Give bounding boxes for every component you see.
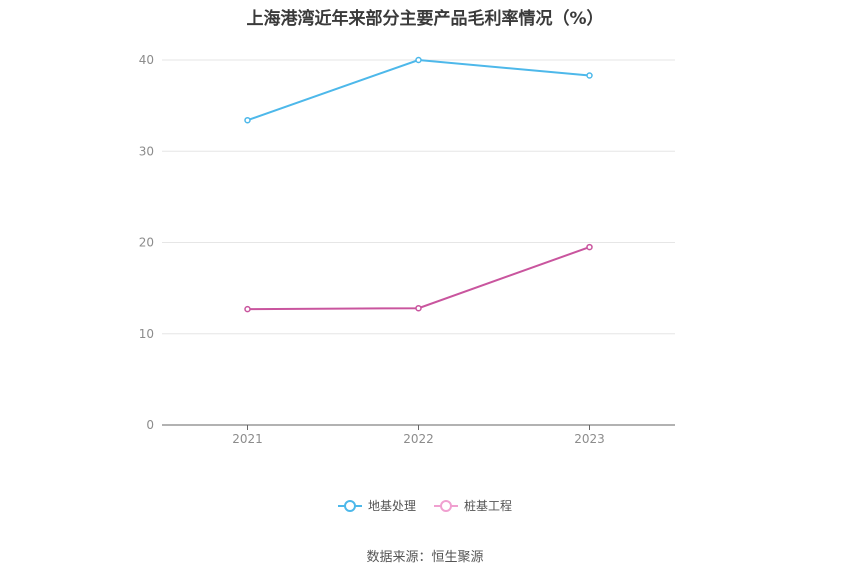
data-point bbox=[586, 243, 593, 251]
data-point bbox=[415, 304, 422, 312]
legend-label-series-1: 地基处理 bbox=[367, 499, 416, 513]
legend-item-series-1[interactable]: 地基处理 bbox=[337, 497, 416, 514]
y-tick-label: 20 bbox=[139, 236, 154, 250]
legend-marker-series-1-icon bbox=[337, 499, 362, 512]
y-tick-label: 0 bbox=[146, 418, 154, 432]
y-tick-label: 30 bbox=[139, 144, 154, 158]
legend-label-series-2: 桩基工程 bbox=[464, 499, 513, 513]
data-point bbox=[244, 305, 251, 313]
x-tick-label: 2021 bbox=[232, 432, 263, 446]
chart-title: 上海港湾近年来部分主要产品毛利率情况（%） bbox=[246, 9, 604, 29]
series-line-1 bbox=[247, 58, 590, 122]
series-lines bbox=[244, 56, 593, 313]
axes: 0 10 20 30 40 2021 2022 2023 bbox=[139, 53, 675, 446]
x-tick-label: 2023 bbox=[574, 432, 605, 446]
legend-item-series-2[interactable]: 桩基工程 bbox=[434, 497, 512, 514]
grid-lines bbox=[162, 59, 675, 335]
series-line-2 bbox=[247, 246, 590, 311]
data-point bbox=[586, 72, 593, 79]
data-point bbox=[244, 116, 251, 124]
x-tick-label: 2022 bbox=[403, 432, 434, 446]
data-source: 数据来源：恒生聚源 bbox=[366, 550, 484, 565]
data-point bbox=[415, 56, 422, 64]
y-tick-label: 40 bbox=[139, 53, 154, 67]
legend: 地基处理 桩基工程 bbox=[0, 497, 850, 514]
legend-marker-series-2-icon bbox=[434, 499, 458, 512]
y-tick-label: 10 bbox=[139, 327, 154, 341]
